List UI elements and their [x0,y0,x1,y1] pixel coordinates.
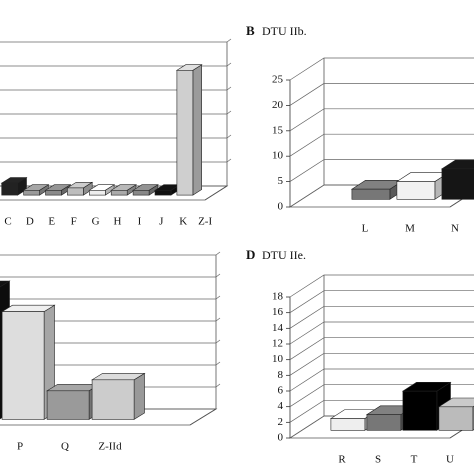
bar [176,70,194,196]
grid-line [289,274,474,298]
y-tick-label: 18 [272,291,284,303]
panel-label: B [246,23,255,38]
y-tick-label: 20 [272,99,284,111]
grid-line [289,337,474,360]
wall-edge [215,339,221,344]
bar [23,190,40,196]
x-tick-label: C [4,216,11,228]
chart-title: DTU IIe. [262,248,306,262]
side-edge [204,185,228,201]
bar [91,379,135,420]
x-tick-label: E [48,216,55,228]
y-tick-label: 16 [272,306,284,318]
wall-edge [215,361,221,366]
x-tick-label: T [411,454,418,466]
bar [366,414,402,431]
grid-line [289,108,474,132]
bar [402,390,438,431]
wall-edge [226,158,232,163]
x-tick-label: G [92,216,100,228]
wall-edge [226,62,232,67]
y-tick-label: 4 [278,400,284,412]
grid-line [289,305,474,329]
chart-title: DTU IIb. [262,24,307,38]
grid-line [289,321,474,345]
x-tick-label: L [362,223,369,235]
y-tick-label: 12 [272,338,283,350]
x-tick-label: R [338,454,346,466]
x-tick-label: S [375,454,381,466]
bar [396,181,436,200]
bar [438,406,474,431]
x-tick-label: Q [61,441,69,453]
x-tick-label: Z-I [198,216,212,228]
wall-edge [215,317,221,322]
x-tick-label: Z-IId [98,441,122,453]
y-tick-label: 14 [272,322,284,334]
y-tick-label: 5 [278,175,284,187]
side-edge [189,408,217,426]
x-tick-label: U [446,454,454,466]
y-tick-label: 15 [272,124,284,136]
bar [1,311,45,420]
grid-line [289,133,474,157]
x-tick-label: F [71,216,77,228]
bar [330,418,366,431]
x-tick-label: J [159,216,164,228]
grid-line [289,83,474,106]
wall [323,275,474,417]
x-tick-label: D [26,216,34,228]
bar [132,190,150,196]
wall-edge [226,110,232,115]
x-tick-label: I [138,216,142,228]
x-tick-label: K [179,216,187,228]
y-tick-label: 10 [272,150,284,162]
y-tick-label: 8 [278,369,284,381]
bar-side [192,64,202,196]
y-tick-label: 2 [278,416,284,428]
y-tick-label: 0 [278,432,284,444]
bar [89,190,106,196]
wall-edge [215,251,221,256]
grid-line [289,290,474,313]
bar-side [133,372,145,420]
x-tick-label: P [17,441,23,453]
y-tick-label: 25 [272,74,284,86]
grid-line [289,368,474,392]
x-tick-label: N [451,223,459,235]
bar [45,190,62,196]
grid-line [289,159,474,182]
bar [351,188,391,200]
bar [110,190,128,196]
wall-edge [226,134,232,139]
grid-line [289,352,474,376]
bar [441,168,474,200]
bar-top [440,159,474,170]
y-tick-label: 0 [278,201,284,213]
wall-edge [215,273,221,278]
x-tick-label: M [405,223,415,235]
grid-line [289,57,474,81]
panel-label: D [246,247,255,262]
y-tick-label: 6 [278,385,284,397]
y-tick-label: 10 [272,353,284,365]
bar [46,390,90,420]
bar [67,187,84,196]
wall-edge [215,295,221,300]
bar [154,190,172,196]
x-tick-label: H [114,216,122,228]
bar [1,182,18,196]
wall-edge [226,38,232,43]
bar-top [0,280,11,288]
wall-edge [215,383,221,388]
wall-edge [226,86,232,91]
